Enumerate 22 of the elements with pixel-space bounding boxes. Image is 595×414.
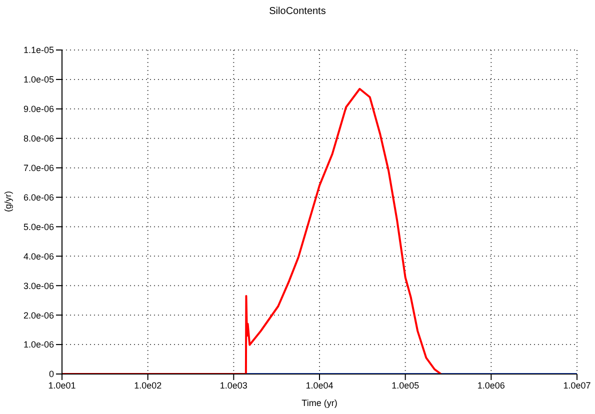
y-tick-label: 3.0e-06: [23, 280, 54, 291]
y-tick-label: 4.0e-06: [23, 251, 54, 262]
x-tick-label: 1.0e06: [477, 380, 505, 390]
x-tick-label: 1.0e07: [563, 380, 591, 390]
y-tick-label: 6.0e-06: [23, 192, 54, 202]
x-tick-label: 1.0e02: [134, 380, 162, 390]
y-tick-label: 7.0e-06: [23, 163, 54, 174]
y-axis-title: (g/yr): [3, 191, 14, 212]
x-tick-label: 1.0e03: [220, 380, 248, 390]
x-axis-title: Time (yr): [302, 398, 338, 408]
y-tick-label: 2.0e-06: [23, 310, 54, 320]
y-tick-label: 1.0e-06: [23, 340, 54, 350]
y-tick-label: 9.0e-06: [23, 104, 54, 114]
y-tick-label: 1.1e-05: [23, 45, 54, 56]
y-tick-label: 0: [48, 369, 54, 380]
y-tick-label: 1.0e-05: [23, 74, 54, 85]
x-tick-label: 1.0e05: [392, 380, 420, 390]
chart-title: SiloContents: [268, 6, 327, 17]
y-tick-label: 5.0e-06: [23, 222, 54, 232]
x-tick-label: 1.0e01: [48, 380, 76, 390]
y-tick-label: 8.0e-06: [23, 134, 54, 144]
x-tick-label: 1.0e04: [306, 380, 334, 390]
